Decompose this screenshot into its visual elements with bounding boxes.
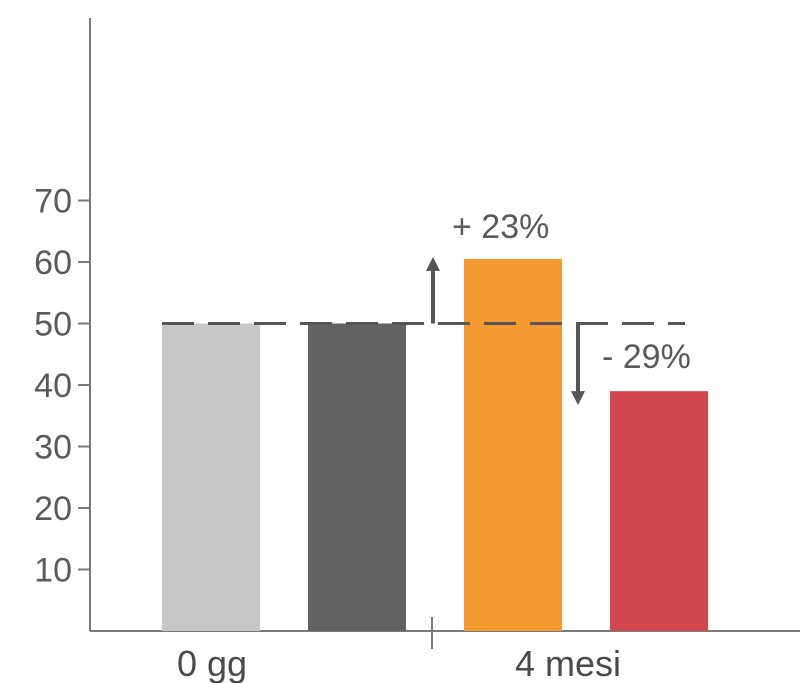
bar-4-mesi-1	[464, 258, 562, 631]
decrease-label: - 29%	[602, 338, 691, 376]
annotations: + 23% - 29%	[426, 208, 691, 406]
y-tick-label: 60	[34, 244, 72, 282]
y-tick-label: 20	[34, 490, 72, 528]
y-tick-label: 10	[34, 552, 72, 590]
y-tick-label: 70	[34, 183, 72, 221]
bars	[162, 258, 708, 631]
tick-labels: 10 20 30 40 50 60 70 0 gg 4 mesi	[34, 183, 621, 683]
bar-0-gg-1	[162, 323, 260, 631]
y-tick-label: 50	[34, 306, 72, 344]
x-category-label: 0 gg	[177, 643, 247, 683]
bar-4-mesi-2	[610, 391, 708, 631]
increase-arrow-head	[426, 256, 440, 271]
bar-0-gg-2	[308, 323, 406, 631]
decrease-arrow-head	[571, 391, 585, 406]
y-tick-label: 30	[34, 429, 72, 467]
x-category-label: 4 mesi	[515, 643, 621, 683]
y-tick-label: 40	[34, 367, 72, 405]
increase-label: + 23%	[452, 208, 549, 246]
